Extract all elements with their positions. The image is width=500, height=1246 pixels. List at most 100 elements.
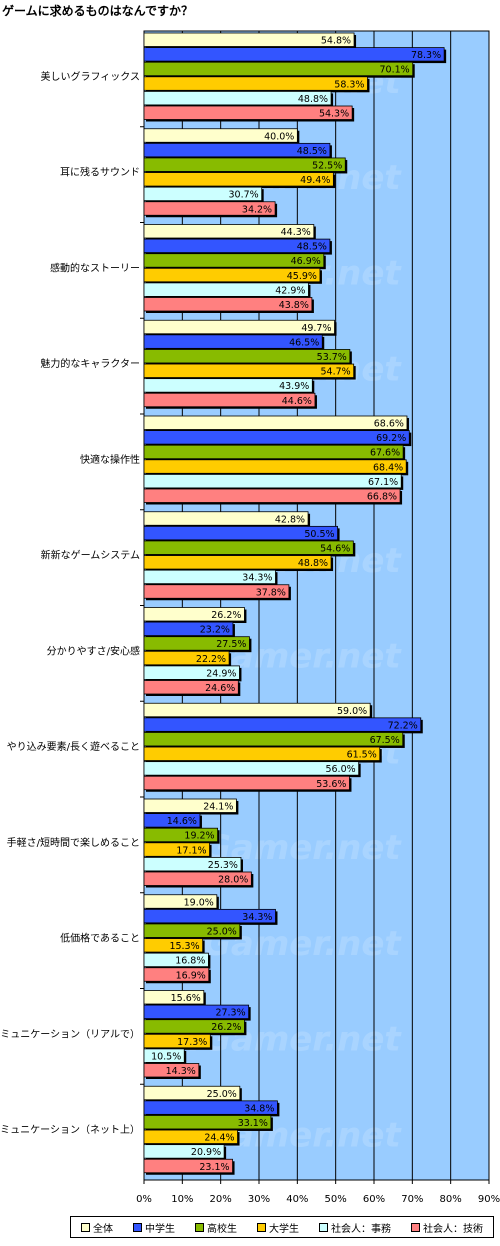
bar [143,665,240,680]
legend-label: 全体 [93,1223,113,1235]
legend-swatch [81,1222,90,1232]
data-label: 69.2% [376,433,406,444]
bar [143,128,298,143]
data-label: 67.1% [368,477,398,488]
category-label: 快適な操作性 [80,453,140,466]
x-tick-label: 80% [440,1194,462,1205]
bar [143,1115,272,1130]
data-label: 25.0% [207,926,237,937]
data-label: 34.8% [244,1103,274,1114]
legend-swatch [133,1222,142,1232]
bar [143,76,368,91]
category-label: 耳に残るサウンド [60,166,140,179]
legend-label: 大学生 [269,1223,299,1235]
bar [143,1048,185,1063]
bar [143,857,242,872]
data-label: 48.8% [298,94,328,105]
bar [143,636,250,651]
legend-item: 社会人：事務 [319,1220,391,1235]
data-label: 14.6% [167,816,197,827]
bar [143,1100,278,1115]
data-label: 58.3% [334,79,364,90]
legend: 全体 中学生 高校生 大学生 社会人：事務 社会人：技術 [70,1216,494,1238]
bar [143,172,334,187]
category-label: コミュニケーション（ネット上） [0,1124,140,1136]
legend-item: 社会人：技術 [411,1220,483,1235]
bar [143,32,355,47]
data-label: 46.9% [291,256,321,267]
bar [143,952,209,968]
bar [143,584,290,599]
data-label: 67.6% [370,448,400,459]
data-label: 54.8% [321,36,351,47]
data-label: 19.0% [184,897,214,908]
bar [143,142,331,158]
data-label: 68.6% [374,419,404,430]
data-label: 56.0% [325,764,355,775]
bar [143,813,201,828]
data-label: 54.6% [320,543,350,554]
bar [143,1019,245,1034]
bar [143,607,245,622]
bar [143,761,360,776]
bar [143,319,335,335]
data-label: 78.3% [411,50,441,61]
bar [143,871,252,886]
legend-swatch [319,1222,328,1232]
bar [143,334,323,349]
data-label: 59.0% [337,706,367,717]
bar [143,827,218,843]
bar [143,201,276,216]
bar [143,297,313,312]
data-label: 14.3% [166,1066,196,1077]
bar [143,717,422,732]
bar [143,746,381,761]
bar [143,157,346,172]
bar [143,650,230,666]
category-label: コミュニケーション（リアルで） [0,1028,140,1040]
data-label: 34.3% [242,912,272,923]
x-tick-label: 70% [401,1194,423,1205]
bar [143,378,313,393]
data-label: 16.8% [175,956,205,967]
bar [143,473,402,489]
bar [143,392,316,408]
bar [143,1158,233,1174]
x-tick-label: 0% [136,1194,152,1205]
legend-item: 中学生 [133,1220,175,1235]
bar [143,253,325,268]
data-label: 48.5% [297,242,327,253]
data-label: 23.1% [199,1162,229,1173]
legend-swatch [195,1222,204,1232]
data-label: 54.3% [319,109,349,120]
bar [143,702,371,718]
category-label: 低価格であること [60,932,140,945]
data-label: 26.2% [211,610,241,621]
data-label: 24.1% [203,802,233,813]
data-label: 27.3% [215,1008,245,1019]
x-tick-label: 60% [363,1194,385,1205]
data-label: 34.2% [242,204,272,215]
bar [143,186,263,202]
data-label: 10.5% [151,1051,181,1062]
bar [143,938,204,953]
bar [143,430,410,445]
category-label: 魅力的なキャラクター [40,357,140,370]
legend-label: 社会人：技術 [423,1223,483,1235]
bar [143,732,404,747]
x-tick-label: 30% [248,1194,270,1205]
plot-area [143,30,490,1181]
data-label: 46.5% [289,337,319,348]
bar [143,363,355,378]
data-label: 24.4% [204,1133,234,1144]
category-label: 手軽さ/短時間で楽しめること [7,836,140,849]
bar [143,1004,250,1019]
bar [143,798,237,813]
data-label: 40.0% [264,131,294,142]
data-label: 44.6% [282,396,312,407]
bar [143,1085,241,1101]
data-label: 48.8% [298,558,328,569]
bar [143,91,332,106]
bar [143,990,205,1005]
x-tick-label: 50% [325,1194,347,1205]
